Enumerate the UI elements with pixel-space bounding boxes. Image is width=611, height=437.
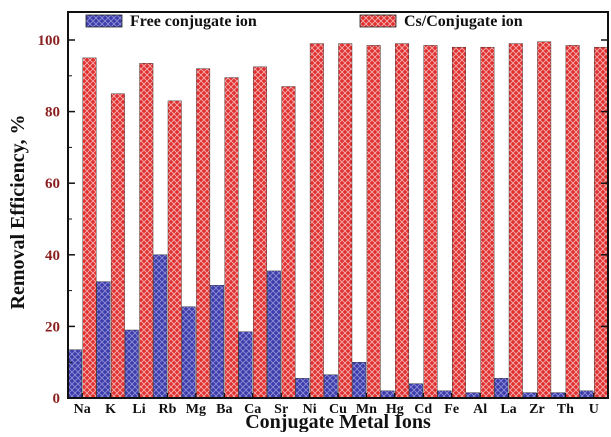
x-tick-label-u: U — [589, 402, 599, 417]
bar-cs-u — [594, 46, 608, 399]
y-axis-label: Removal Efficiency, % — [7, 115, 29, 310]
bar-cs-fe — [451, 46, 466, 399]
x-tick-label-fe: Fe — [444, 402, 459, 417]
bar-free-la — [494, 378, 509, 399]
legend-swatch-cs — [359, 14, 397, 28]
y-tick-label-20: 20 — [45, 319, 60, 335]
x-tick-label-rb: Rb — [159, 402, 177, 417]
x-tick-label-hg: Hg — [386, 402, 404, 417]
bar-cs-sr — [281, 86, 296, 399]
x-tick-label-sr: Sr — [274, 402, 288, 417]
x-tick-label-mg: Mg — [186, 402, 206, 417]
bar-free-ca — [238, 331, 253, 399]
x-tick-label-ca: Ca — [244, 402, 261, 417]
legend-label-free: Free conjugate ion — [130, 13, 257, 30]
bar-cs-mn — [366, 45, 381, 399]
x-tick-label-cd: Cd — [414, 402, 432, 417]
bar-cs-mg — [196, 68, 211, 399]
bar-free-cu — [323, 374, 338, 399]
x-tick-label-k: K — [105, 402, 116, 417]
x-tick-label-ba: Ba — [216, 402, 232, 417]
legend-label-cs: Cs/Conjugate ion — [404, 13, 523, 30]
y-tick-label-80: 80 — [45, 105, 60, 121]
x-tick-label-mn: Mn — [356, 402, 377, 417]
bar-cs-cd — [423, 45, 438, 399]
bar-cs-ni — [309, 43, 324, 399]
bar-cs-zr — [537, 41, 552, 399]
bar-cs-th — [565, 45, 580, 399]
x-tick-label-th: Th — [557, 402, 574, 417]
x-axis-label: Conjugate Metal Ions — [245, 411, 431, 432]
bar-free-fe — [437, 390, 452, 399]
legend: Free conjugate ion Cs/Conjugate ion — [85, 13, 523, 30]
bar-free-mg — [181, 306, 196, 399]
bar-free-sr — [266, 270, 281, 399]
x-tick-label-la: La — [500, 402, 516, 417]
bar-cs-cu — [338, 43, 353, 399]
bar-free-cd — [409, 383, 423, 399]
bar-free-rb — [153, 254, 168, 399]
x-tick-label-zr: Zr — [529, 402, 545, 417]
y-tick-label-40: 40 — [45, 248, 60, 264]
x-tick-label-ni: Ni — [303, 402, 317, 417]
bar-free-ba — [210, 285, 225, 399]
bar-free-k — [96, 281, 111, 399]
x-tick-label-li: Li — [132, 402, 145, 417]
y-tick-label-100: 100 — [38, 33, 61, 49]
bar-free-u — [579, 390, 594, 399]
plot-frame — [67, 11, 609, 399]
bar-cs-ba — [224, 77, 239, 399]
x-tick-label-al: Al — [473, 402, 487, 417]
bar-cs-al — [480, 46, 495, 399]
x-tick-label-cu: Cu — [329, 402, 347, 417]
y-tick-label-0: 0 — [53, 391, 61, 407]
bar-free-ni — [295, 378, 310, 399]
bar-cs-li — [139, 63, 154, 399]
bar-cs-hg — [395, 43, 410, 399]
axes-group: Na K Li Rb Mg Ba Ca Sr Ni Cu Mn Hg Cd Fe Al La Zr Th U 0 20 4… — [38, 11, 609, 417]
bars-group — [68, 41, 608, 399]
bar-free-li — [124, 329, 139, 399]
bar-cs-la — [508, 43, 523, 399]
bar-cs-na — [82, 57, 97, 399]
bar-free-mn — [352, 362, 367, 399]
legend-swatch-free — [85, 14, 123, 28]
x-tick-label-na: Na — [74, 402, 91, 417]
bar-free-na — [68, 349, 82, 399]
bar-cs-rb — [167, 100, 182, 399]
y-tick-label-60: 60 — [45, 176, 60, 192]
bar-cs-k — [110, 93, 125, 399]
bar-free-hg — [380, 390, 395, 399]
bar-cs-ca — [253, 66, 267, 399]
